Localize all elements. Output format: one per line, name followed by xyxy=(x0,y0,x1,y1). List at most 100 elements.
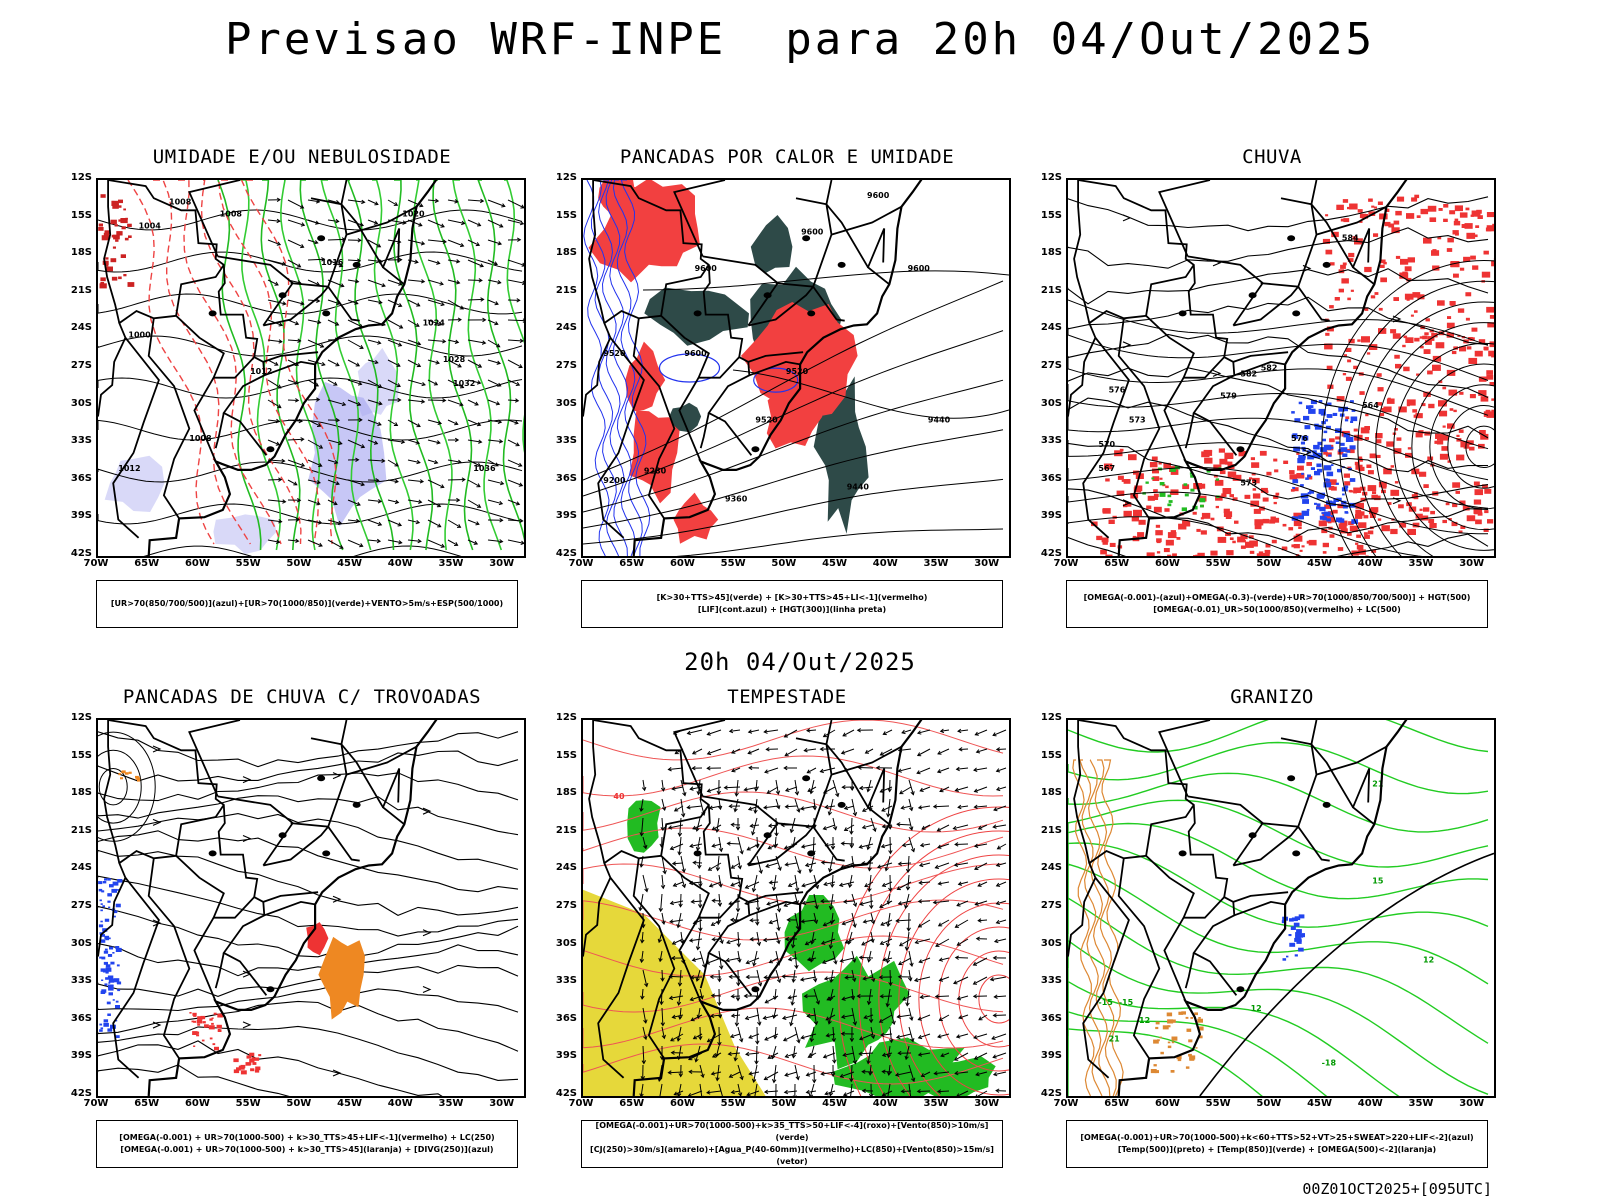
border-line xyxy=(825,180,869,268)
forecast-field: 1004 1008 1008 1012 1016 1020 1024 1028 1032 1036… xyxy=(98,180,524,556)
lat-tick-label: 39S xyxy=(1040,510,1062,522)
lon-tick-label: 50W xyxy=(1256,558,1282,569)
lake xyxy=(317,775,326,782)
forecast-field xyxy=(98,731,519,1096)
map-panel: TEMPESTADE 40 12S 15S 18S 21S 24S 27S 30S 33S 36S 3… xyxy=(547,686,1027,1168)
coastline xyxy=(147,180,438,556)
lake xyxy=(1178,310,1187,317)
lake xyxy=(751,986,760,993)
panel-title: PANCADAS POR CALOR E UMIDADE xyxy=(619,146,955,168)
lat-tick-label: 27S xyxy=(1040,360,1062,371)
contour-label: 21 xyxy=(1372,780,1384,789)
border-line xyxy=(1184,952,1195,989)
lat-tick-label: 36S xyxy=(555,1012,577,1024)
border-line xyxy=(263,351,319,363)
lon-tick-label: 40W xyxy=(1357,1098,1383,1109)
border-line xyxy=(346,205,417,236)
contour-label: 582 xyxy=(1261,363,1278,372)
contour-label: 12 xyxy=(1139,1016,1150,1025)
border-line xyxy=(1351,768,1375,826)
lake xyxy=(1287,775,1296,782)
lon-tick-label: 35W xyxy=(438,558,464,569)
main-title: Previsao WRF-INPE para 20h 04/Out/2025 xyxy=(224,14,1376,65)
contour-label: 576 xyxy=(1109,385,1126,394)
border-line xyxy=(217,255,294,327)
lat-tick-label: 42S xyxy=(555,1088,577,1099)
lon-tick-label: 55W xyxy=(235,1098,261,1109)
lat-tick-label: 27S xyxy=(70,360,92,371)
legend-box: [OMEGA(-0.001)+UR>70(1000-500)+k>35_TTS>… xyxy=(581,1120,1003,1168)
map-area: 582 579 576 573 570 567 564 582 584 573 576 xyxy=(1066,178,1496,558)
lat-tick-label: 24S xyxy=(555,322,577,334)
border-line xyxy=(193,377,217,462)
lat-tick-label: 24S xyxy=(555,862,577,874)
contour-label: 579 xyxy=(1220,391,1237,400)
border-line xyxy=(1351,228,1375,286)
lon-tick-label: 30W xyxy=(1459,558,1485,569)
lat-tick-label: 27S xyxy=(70,900,92,911)
border-line xyxy=(597,877,645,1079)
lon-tick-label: 30W xyxy=(974,1098,1000,1109)
contour-label: 9600 xyxy=(867,191,890,200)
lat-tick-label: 30S xyxy=(555,397,577,409)
contour-label: 9360 xyxy=(725,494,748,503)
lon-tick-label: 70W xyxy=(568,1098,594,1109)
lake xyxy=(763,832,772,839)
lat-tick-label: 18S xyxy=(1040,787,1062,799)
lat-tick-label: 24S xyxy=(1040,322,1062,334)
border-line xyxy=(632,318,676,519)
lon-tick-label: 65W xyxy=(619,558,645,569)
geographic-boundaries xyxy=(98,720,438,1096)
border-line xyxy=(831,205,902,236)
contour-label: 40 xyxy=(613,792,625,801)
lat-tick-label: 39S xyxy=(70,510,92,522)
border-line xyxy=(702,795,779,867)
map-area: 21 15 12 12 12 -18 -15 21 -15 xyxy=(1066,718,1496,1098)
border-line xyxy=(1073,720,1091,864)
lat-tick-label: 30S xyxy=(70,397,92,409)
lake xyxy=(278,292,287,299)
lake xyxy=(266,986,275,993)
lat-tick-label: 15S xyxy=(555,209,577,221)
lat-tick-label: 18S xyxy=(1040,247,1062,259)
border-line xyxy=(346,745,417,776)
map-area: 1004 1008 1008 1012 1016 1020 1024 1028 1032 1036… xyxy=(96,178,526,558)
lake xyxy=(693,310,702,317)
coastline xyxy=(1117,720,1408,1096)
border-line xyxy=(107,180,268,456)
contour-label: 1004 xyxy=(139,222,162,231)
border-line xyxy=(831,745,902,776)
lon-tick-label: 45W xyxy=(822,558,848,569)
border-line xyxy=(699,412,710,449)
contour-label: 15 xyxy=(1372,877,1384,886)
lake xyxy=(807,850,816,857)
border-line xyxy=(1073,180,1091,324)
border-line xyxy=(588,720,606,864)
lat-tick-label: 24S xyxy=(70,322,92,334)
lake xyxy=(278,832,287,839)
lon-tick-label: 35W xyxy=(923,558,949,569)
lat-tick-label: 21S xyxy=(70,824,92,836)
border-line xyxy=(866,228,890,286)
border-line xyxy=(597,337,645,539)
border-line xyxy=(1117,318,1161,519)
legend-line: [OMEGA(-0.001) + UR>70(1000-500) + k>30_… xyxy=(119,1133,495,1142)
border-line xyxy=(1163,917,1187,1002)
lon-tick-label: 35W xyxy=(923,1098,949,1109)
lat-tick-label: 21S xyxy=(1040,284,1062,296)
map-panel: UMIDADE E/OU NEBULOSIDADE 1004 1008 1008 101… xyxy=(62,146,542,628)
border-line xyxy=(702,255,779,327)
map-canvas: 21 15 12 12 12 -18 -15 21 -15 xyxy=(1068,720,1494,1096)
border-line xyxy=(1117,858,1161,1059)
lat-tick-label: 15S xyxy=(1040,749,1062,761)
contour-label: 1012 xyxy=(118,464,140,473)
border-line xyxy=(193,917,217,1002)
map-panel: PANCADAS POR CALOR E UMIDADE 9600 9600 9600… xyxy=(547,146,1027,628)
border-line xyxy=(1260,197,1318,288)
lat-tick-label: 33S xyxy=(1040,435,1062,447)
lon-tick-label: 35W xyxy=(1408,558,1434,569)
border-line xyxy=(748,351,804,363)
lat-tick-label: 36S xyxy=(70,472,92,484)
